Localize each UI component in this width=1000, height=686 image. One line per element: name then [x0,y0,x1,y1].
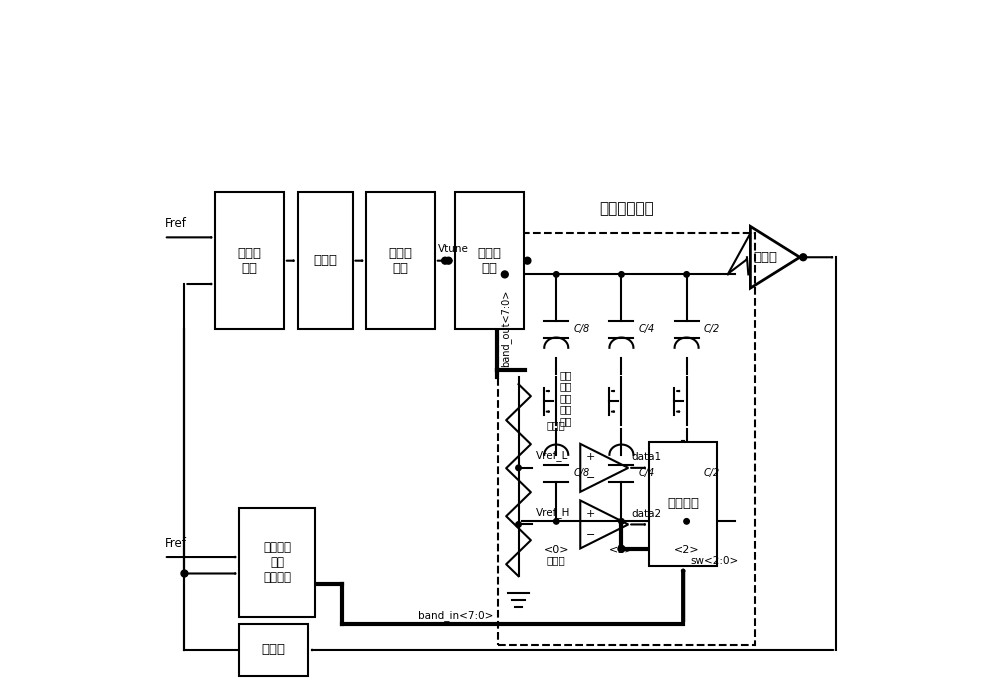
Text: +: + [586,452,595,462]
FancyBboxPatch shape [215,192,284,329]
Text: Vref_L: Vref_L [536,450,568,461]
Text: 分频器: 分频器 [262,643,286,657]
Text: C/8: C/8 [574,324,590,334]
Text: Vref_H: Vref_H [536,507,570,517]
FancyBboxPatch shape [239,508,315,617]
Text: <1>: <1> [609,545,634,556]
Text: 鉴频鉴
相器: 鉴频鉴 相器 [238,247,262,274]
Circle shape [619,519,624,524]
Circle shape [800,254,807,261]
FancyBboxPatch shape [455,192,524,329]
Text: C/2: C/2 [704,469,720,478]
Circle shape [181,570,188,577]
Circle shape [524,257,531,264]
Text: −: − [586,530,595,540]
Text: <0>: <0> [544,545,569,556]
FancyBboxPatch shape [239,624,308,676]
Text: C/2: C/2 [704,324,720,334]
Text: 环路滤
波器: 环路滤 波器 [389,247,413,274]
Circle shape [516,521,521,527]
Text: band_in<7:0>: band_in<7:0> [418,610,493,621]
Circle shape [501,271,508,278]
Text: 温度补偿电路: 温度补偿电路 [599,201,654,216]
Text: Fref: Fref [165,537,187,550]
Circle shape [554,272,559,277]
Text: data1: data1 [632,452,662,462]
FancyBboxPatch shape [298,192,353,329]
Circle shape [684,519,689,524]
Text: sw<2:0>: sw<2:0> [690,556,738,566]
Circle shape [516,465,521,471]
Text: 电荷泵: 电荷泵 [313,255,337,267]
Text: band_out<7:0>: band_out<7:0> [500,289,511,367]
Text: Vtune: Vtune [438,244,469,254]
Text: 数字电路: 数字电路 [667,497,699,510]
Text: C/8: C/8 [574,469,590,478]
Text: +: + [586,509,595,519]
Text: 比较器: 比较器 [547,556,566,565]
Text: Fref: Fref [165,217,187,230]
Circle shape [445,257,452,264]
Circle shape [618,545,625,552]
Text: 比较器: 比较器 [547,420,566,430]
Text: 驱动器: 驱动器 [754,251,778,263]
Text: 自动频率
校准
数字电路: 自动频率 校准 数字电路 [263,541,291,584]
Circle shape [684,272,689,277]
Text: 温度
补偿
开关
电容
阵列: 温度 补偿 开关 电容 阵列 [560,370,572,426]
Text: 压控振
荡器: 压控振 荡器 [478,247,502,274]
FancyBboxPatch shape [649,442,717,565]
Text: C/4: C/4 [639,324,655,334]
Circle shape [554,519,559,524]
FancyBboxPatch shape [366,192,435,329]
Text: −: − [586,473,595,484]
Text: C/4: C/4 [639,469,655,478]
Circle shape [442,257,449,264]
Circle shape [619,272,624,277]
Text: data2: data2 [632,509,662,519]
Text: <2>: <2> [674,545,699,556]
